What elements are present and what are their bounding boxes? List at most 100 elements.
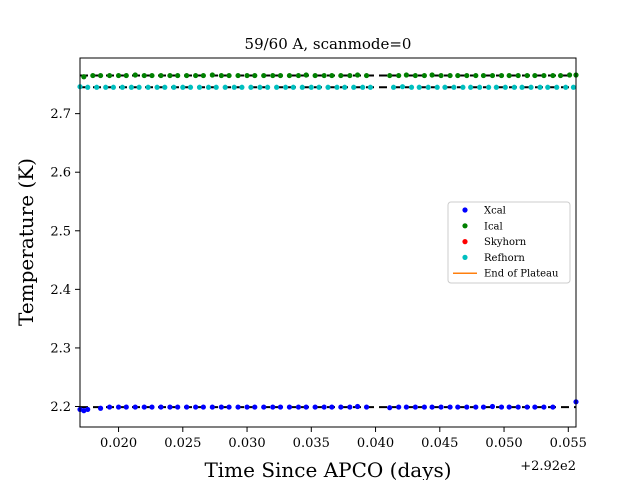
series-refhorn [77,84,577,90]
data-point [261,404,267,410]
data-point [537,84,543,90]
data-point [244,72,250,79]
data-point [498,404,505,410]
data-point [408,84,415,90]
legend-item: Xcal [462,206,506,217]
y-tick-label: 2.5 [50,224,71,239]
plot-area [77,72,579,414]
data-point [244,404,250,410]
data-point [200,72,206,79]
data-point [563,84,569,90]
data-point [489,403,496,410]
data-point [396,72,402,79]
y-axis-title: Temperature (K) [14,158,38,326]
data-point [158,72,164,79]
data-point [270,404,276,410]
data-point [399,84,406,90]
data-point [524,72,530,79]
data-point [218,72,224,79]
data-point [325,84,331,90]
data-point [425,84,431,90]
x-tick-label: 0.035 [293,436,330,451]
data-point [196,84,203,90]
data-point [338,404,344,410]
data-point [167,72,173,79]
data-point [528,84,534,90]
data-point [387,405,393,411]
y-tick-label: 2.4 [50,283,71,298]
data-point [167,404,173,410]
data-point [570,84,577,90]
data-point [162,84,168,90]
data-point [226,72,232,79]
x-tick-label: 0.020 [100,436,137,451]
data-point [460,84,466,90]
data-point [103,84,109,90]
legend-item: Skyhorn [462,237,527,248]
data-point [515,72,521,79]
data-point [502,84,508,90]
legend-box [447,201,571,284]
data-point [550,72,556,79]
legend-item: Ical [462,221,503,232]
data-point [412,404,418,410]
data-point [480,72,487,79]
data-point [515,404,521,410]
data-point [187,84,194,90]
data-point [541,404,547,410]
data-point [184,404,190,410]
x-axis-title: Time Since APCO (days) [204,458,451,480]
legend-marker [462,239,468,245]
x-tick-label: 0.045 [421,436,458,451]
data-point [464,72,470,79]
data-point [347,404,353,410]
y-tick-label: 2.3 [50,341,71,356]
data-point [455,404,461,410]
data-point [235,404,241,410]
data-point [477,84,483,90]
data-point [498,72,505,79]
legend-marker [462,254,468,260]
data-point [303,72,309,78]
data-point [132,404,138,410]
data-point [200,404,206,410]
data-point [295,404,302,410]
data-point [222,84,228,90]
data-point [403,72,409,78]
data-point [106,404,113,410]
data-point [97,405,104,411]
data-point [180,84,186,90]
data-point [390,84,397,90]
data-point [447,72,453,79]
data-point [85,406,91,413]
data-point [451,84,457,90]
data-point [403,404,409,410]
x-tick-label: 0.050 [485,436,522,451]
data-point [351,84,357,90]
data-point [442,84,448,90]
data-point [132,72,138,78]
data-point [354,72,361,78]
data-point [128,84,134,90]
data-point [360,84,366,90]
data-point [519,84,525,90]
legend-label: Ical [484,221,503,232]
data-point [308,84,314,90]
data-point [455,72,461,79]
x-tick-label: 0.025 [164,436,201,451]
x-tick-label: 0.055 [550,436,587,451]
data-point [316,84,322,90]
data-point [354,403,361,410]
data-point [252,72,258,79]
data-point [434,84,440,90]
data-point [363,404,370,410]
y-tick-label: 2.2 [50,400,71,415]
legend-marker [462,207,468,213]
data-point [312,404,318,410]
data-point [286,72,293,79]
data-point [123,404,129,410]
data-point [421,72,427,79]
data-point [171,84,177,90]
legend-item: Refhorn [462,253,525,264]
data-point [312,72,318,79]
